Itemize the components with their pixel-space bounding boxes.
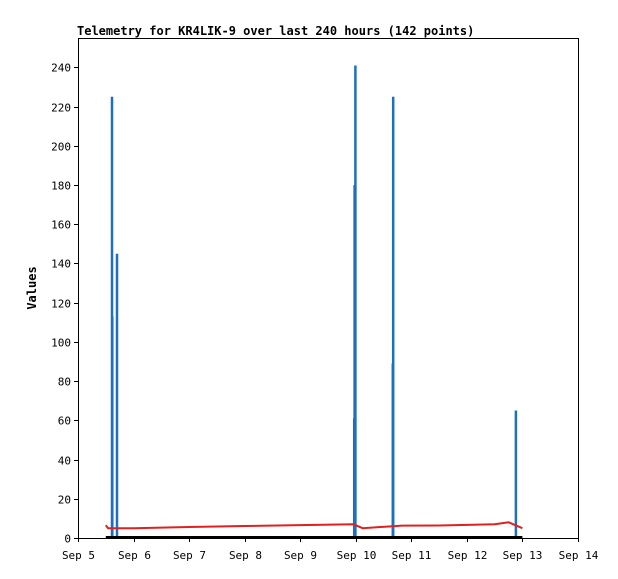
x-tick-label: Sep 14 — [559, 549, 599, 562]
y-tick-label: 0 — [64, 533, 71, 546]
x-tick-label: Sep 7 — [173, 549, 206, 562]
x-tick-label: Sep 13 — [503, 549, 543, 562]
series-line — [105, 521, 523, 530]
y-tick-label: 140 — [51, 258, 71, 271]
y-tick-label: 80 — [58, 376, 71, 389]
x-tick-label: Sep 5 — [62, 549, 95, 562]
y-tick-label: 160 — [51, 219, 71, 232]
x-tick-label: Sep 6 — [118, 549, 151, 562]
x-tick-label: Sep 10 — [337, 549, 377, 562]
chart-title: Telemetry for KR4LIK-9 over last 240 hou… — [77, 24, 474, 38]
y-tick-label: 100 — [51, 337, 71, 350]
y-axis-label: Values — [25, 266, 39, 309]
y-tick-label: 220 — [51, 102, 71, 115]
series-layer — [105, 65, 523, 538]
y-tick-label: 120 — [51, 298, 71, 311]
y-axis: 0 20 40 60 80 100 120 140 160 180 200 220 240 — [51, 62, 78, 546]
plot-area — [78, 38, 579, 539]
y-tick-label: 60 — [58, 415, 71, 428]
x-axis: Sep 5 Sep 6 Sep 7 Sep 8 Sep 9 Sep 10 Sep 11 Sep… — [62, 538, 599, 562]
y-tick-label: 240 — [51, 62, 71, 75]
x-tick-label: Sep 9 — [284, 549, 317, 562]
x-tick-label: Sep 12 — [448, 549, 488, 562]
x-tick-label: Sep 8 — [229, 549, 262, 562]
x-tick-label: Sep 11 — [392, 549, 432, 562]
y-tick-label: 200 — [51, 141, 71, 154]
y-tick-label: 180 — [51, 180, 71, 193]
y-tick-label: 20 — [58, 494, 71, 507]
y-tick-label: 40 — [58, 455, 71, 468]
